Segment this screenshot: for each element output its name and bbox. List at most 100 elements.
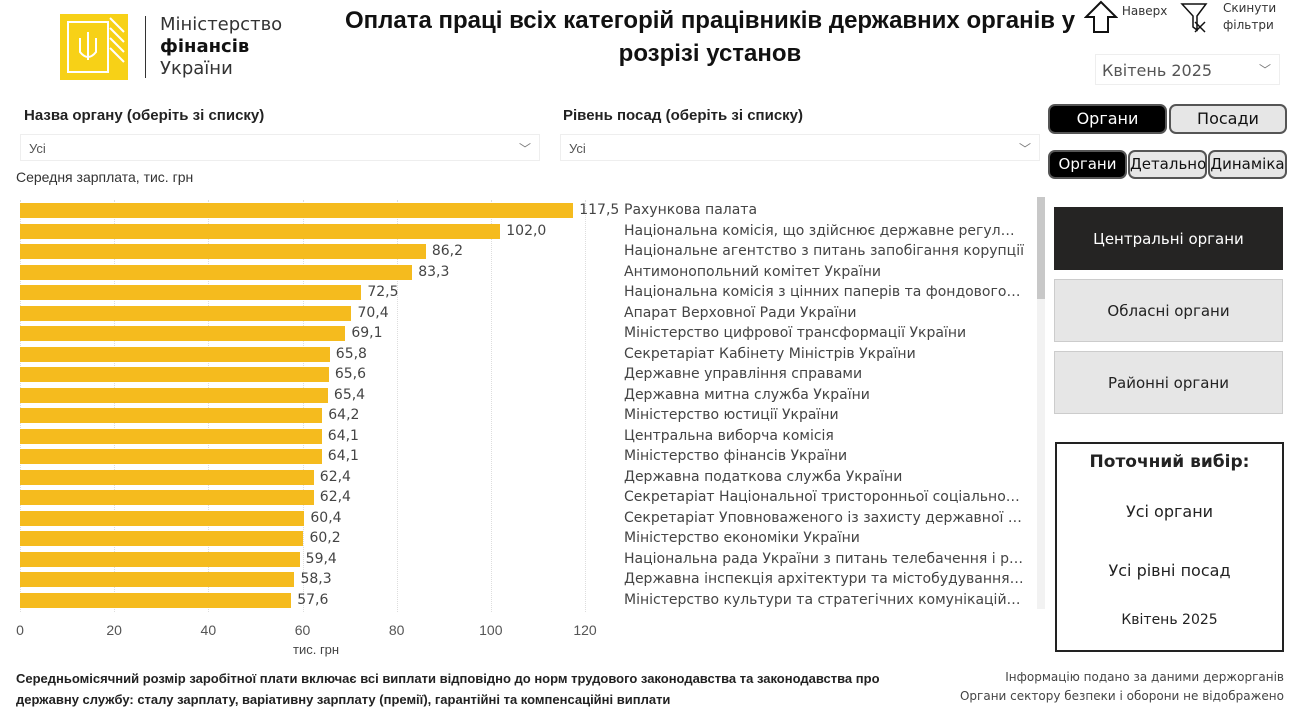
category-label: Антимонопольний комітет України xyxy=(624,263,881,280)
tab-detailed[interactable]: Детально xyxy=(1128,150,1207,179)
category-label: Державна митна служба України xyxy=(624,386,870,403)
bar[interactable] xyxy=(20,203,574,218)
bar[interactable] xyxy=(20,469,314,485)
bar-value-label: 70,4 xyxy=(357,304,389,321)
selection-org: Усі органи xyxy=(1125,502,1214,521)
bar[interactable] xyxy=(20,264,413,280)
reset-label: Скинути xyxy=(1223,1,1277,15)
bar[interactable] xyxy=(20,449,322,464)
bar[interactable] xyxy=(20,305,352,321)
x-tick-label: 20 xyxy=(106,622,122,638)
disclaimer-note: Органи сектору безпеки і оборони не відо… xyxy=(959,689,1284,703)
level-filter-value: Усі xyxy=(569,141,586,156)
bar-value-label: 117,5 xyxy=(579,202,620,218)
category-label: Національна комісія, що здійснює державн… xyxy=(624,222,1024,239)
bar-value-label: 60,4 xyxy=(310,509,342,526)
category-label: Апарат Верховної Ради України xyxy=(624,304,857,321)
bar[interactable] xyxy=(20,510,305,526)
category-label: Державна інспекція архітектури та містоб… xyxy=(624,571,1024,587)
category-label: Національна комісія з цінних паперів та … xyxy=(624,284,1024,300)
x-tick-label: 80 xyxy=(388,622,405,638)
x-tick-label: 40 xyxy=(200,622,217,638)
gridline xyxy=(208,200,210,612)
bar[interactable] xyxy=(20,572,295,587)
scrollbar-thumb[interactable] xyxy=(1037,197,1045,299)
bar-value-label: 83,3 xyxy=(418,263,450,280)
footer-note: Середньомісячний розмір заробітної плати… xyxy=(16,671,880,707)
bar[interactable] xyxy=(20,326,346,341)
chart-scrollbar[interactable] xyxy=(1037,197,1045,609)
org-filter-dropdown[interactable]: Усі ﹀ xyxy=(20,134,540,161)
bar[interactable] xyxy=(20,551,300,567)
bar-value-label: 86,2 xyxy=(431,243,464,259)
logo-line: України xyxy=(160,58,233,79)
bar[interactable] xyxy=(20,592,292,608)
back-to-top-button[interactable]: Наверх xyxy=(1083,0,1168,34)
footer-info: Інформацію подано за даними держорганів … xyxy=(960,668,1284,706)
back-to-top-label: Наверх xyxy=(1121,3,1168,18)
salary-bar-chart: 0 20 40 60 80 100 120 117,5 Рахункова палата 102,… xyxy=(0,195,1050,665)
tile-regional-organs[interactable]: Обласні органи xyxy=(1054,279,1283,342)
bar-value-label: 69,1 xyxy=(351,325,383,341)
category-label: Секретаріат Уповноваженого із захисту де… xyxy=(624,509,1024,526)
chevron-down-icon: ﹀ xyxy=(518,142,531,156)
bar[interactable] xyxy=(20,408,323,423)
bar-value-label: 58,3 xyxy=(300,571,332,587)
category-label: Міністерство фінансів України xyxy=(624,448,848,464)
logo-line: фінансів xyxy=(160,36,250,57)
tab-organs[interactable]: Органи xyxy=(1048,150,1127,179)
tile-central-organs[interactable]: Центральні органи xyxy=(1054,207,1283,270)
bar[interactable] xyxy=(20,223,501,239)
bar-value-label: 64,1 xyxy=(327,448,359,464)
category-label: Національна рада України з питань телеба… xyxy=(624,550,1024,567)
bar[interactable] xyxy=(20,244,426,259)
bar-value-label: 62,4 xyxy=(319,489,351,505)
toggle-positions[interactable]: Посади xyxy=(1169,104,1287,134)
category-label: Міністерство цифрової трансформації Укра… xyxy=(624,325,967,341)
bar[interactable] xyxy=(20,428,322,444)
bar-value-label: 57,6 xyxy=(297,591,329,608)
bar[interactable] xyxy=(20,285,362,300)
tab-dynamics[interactable]: Динаміка xyxy=(1208,150,1287,179)
bar-value-label: 65,4 xyxy=(333,386,366,403)
ministry-logo xyxy=(60,14,128,80)
filter-clear-icon xyxy=(1180,3,1208,33)
category-label: Міністерство економіки України xyxy=(624,530,860,546)
level-filter-dropdown[interactable]: Усі ﹀ xyxy=(560,134,1040,161)
category-label: Рахункова палата xyxy=(624,202,758,218)
gridline xyxy=(114,200,116,612)
org-filter-value: Усі xyxy=(29,141,46,156)
ministry-name: Міністерство фінансів України xyxy=(160,14,282,80)
chart-title: Середня зарплата, тис. грн xyxy=(16,169,194,185)
selection-level: Усі рівні посад xyxy=(1108,561,1231,580)
x-axis-label: тис. грн xyxy=(293,642,340,657)
category-label: Секретаріат Національної тристоронньої с… xyxy=(624,489,1024,505)
bar[interactable] xyxy=(20,490,314,505)
bar-value-label: 59,4 xyxy=(305,550,337,567)
category-label: Центральна виборча комісія xyxy=(624,427,834,444)
gridline xyxy=(20,200,21,612)
period-dropdown[interactable]: Квітень 2025 ﹀ xyxy=(1095,54,1280,85)
bar-value-label: 64,1 xyxy=(327,427,359,444)
x-tick-label: 0 xyxy=(16,622,24,638)
arrow-up-icon xyxy=(1083,0,1119,33)
chevron-down-icon: ﹀ xyxy=(1258,63,1271,77)
logo-divider xyxy=(145,16,146,78)
reset-label: фільтри xyxy=(1223,18,1274,32)
toggle-organs[interactable]: Органи xyxy=(1048,104,1167,134)
x-tick-label: 120 xyxy=(573,622,597,638)
bar-value-label: 64,2 xyxy=(328,407,360,423)
category-label: Міністерство культури та стратегічних ко… xyxy=(624,591,1024,608)
period-value: Квітень 2025 xyxy=(1102,61,1213,80)
gridline xyxy=(490,200,492,612)
bar-value-label: 62,4 xyxy=(319,468,351,485)
bar-value-label: 60,2 xyxy=(309,530,341,546)
gridline xyxy=(396,200,398,612)
bar[interactable] xyxy=(20,531,304,546)
tile-district-organs[interactable]: Районні органи xyxy=(1054,351,1283,414)
bar[interactable] xyxy=(20,367,329,382)
bar[interactable] xyxy=(20,387,328,403)
source-note: Інформацію подано за даними держорганів xyxy=(1005,670,1284,684)
bar-value-label: 65,6 xyxy=(334,366,367,382)
bar[interactable] xyxy=(20,346,330,362)
